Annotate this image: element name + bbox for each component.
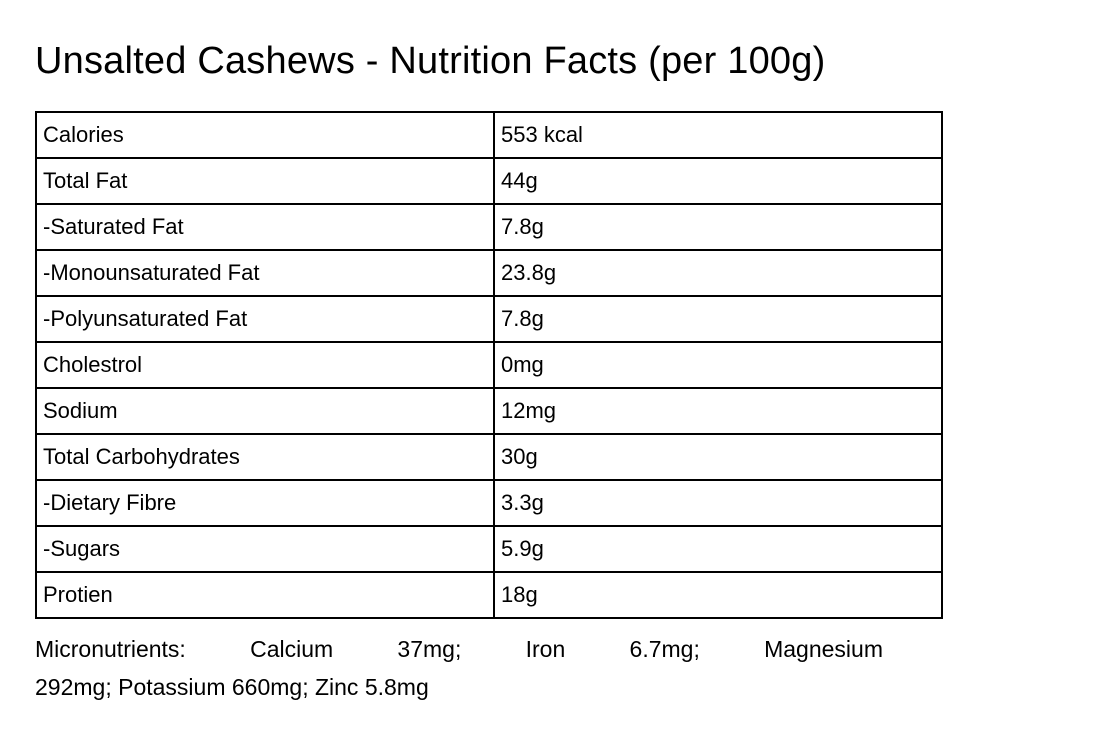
nutrition-table-body: Calories 553 kcal Total Fat 44g -Saturat…: [35, 110, 943, 619]
table-row: Total Fat 44g: [35, 156, 943, 205]
nutrient-label: -Dietary Fibre: [35, 478, 495, 527]
nutrient-value: 0mg: [493, 340, 943, 389]
nutrient-label: Cholestrol: [35, 340, 495, 389]
table-row: -Polyunsaturated Fat 7.8g: [35, 294, 943, 343]
nutrient-label: Calories: [35, 110, 495, 159]
nutrient-label: Protien: [35, 570, 495, 619]
nutrient-label: Sodium: [35, 386, 495, 435]
nutrient-label: Total Carbohydrates: [35, 432, 495, 481]
nutrient-value: 30g: [493, 432, 943, 481]
nutrient-value: 5.9g: [493, 524, 943, 573]
nutrient-value: 553 kcal: [493, 110, 943, 159]
table-row: Total Carbohydrates 30g: [35, 432, 943, 481]
page-title: Unsalted Cashews - Nutrition Facts (per …: [35, 40, 826, 82]
table-row: -Monounsaturated Fat 23.8g: [35, 248, 943, 297]
micronutrients-line-2: 292mg; Potassium 660mg; Zinc 5.8mg: [35, 673, 429, 700]
table-row: -Saturated Fat 7.8g: [35, 202, 943, 251]
table-row: Protien 18g: [35, 570, 943, 619]
nutrient-label: -Sugars: [35, 524, 495, 573]
nutrient-value: 12mg: [493, 386, 943, 435]
nutrition-table: Calories 553 kcal Total Fat 44g -Saturat…: [35, 110, 943, 619]
micronutrients-line-1: Micronutrients: Calcium 37mg; Iron 6.7mg…: [35, 635, 883, 662]
nutrient-value: 7.8g: [493, 294, 943, 343]
table-row: Cholestrol 0mg: [35, 340, 943, 389]
table-row: -Dietary Fibre 3.3g: [35, 478, 943, 527]
micronutrients-text: Micronutrients: Calcium 37mg; Iron 6.7mg…: [35, 630, 883, 706]
table-row: Sodium 12mg: [35, 386, 943, 435]
nutrient-label: -Monounsaturated Fat: [35, 248, 495, 297]
nutrient-value: 44g: [493, 156, 943, 205]
nutrient-value: 18g: [493, 570, 943, 619]
table-row: Calories 553 kcal: [35, 110, 943, 159]
nutrient-value: 7.8g: [493, 202, 943, 251]
nutrient-label: -Saturated Fat: [35, 202, 495, 251]
nutrient-label: Total Fat: [35, 156, 495, 205]
table-row: -Sugars 5.9g: [35, 524, 943, 573]
nutrient-value: 3.3g: [493, 478, 943, 527]
nutrient-label: -Polyunsaturated Fat: [35, 294, 495, 343]
nutrient-value: 23.8g: [493, 248, 943, 297]
